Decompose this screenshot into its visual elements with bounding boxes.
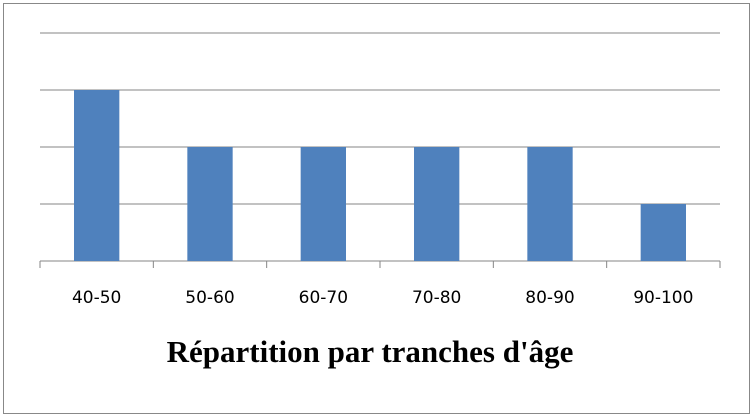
x-tick-label: 80-90 [525,288,574,308]
x-tick-label: 60-70 [299,288,348,308]
chart-title: Répartition par tranches d'âge [167,334,574,369]
x-tick-label: 70-80 [412,288,461,308]
x-tick-label: 50-60 [185,288,234,308]
bar [414,147,460,261]
bar [300,147,346,261]
chart-border [3,3,750,414]
bar [640,204,686,261]
bar [527,147,573,261]
x-tick-label: 40-50 [72,288,121,308]
bar [74,90,120,261]
bar [187,147,233,261]
x-tick-label: 90-100 [633,288,693,308]
